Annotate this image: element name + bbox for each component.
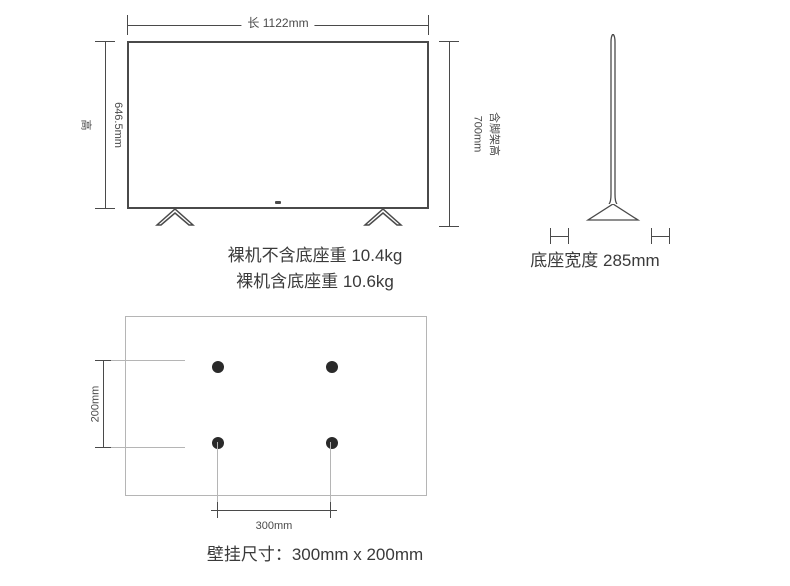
stand-width-dimension [550, 228, 670, 246]
side-profile [605, 34, 621, 204]
mount-panel [125, 316, 427, 496]
tv-logo-mark [275, 201, 281, 204]
overall-height-value: 700mm [471, 112, 483, 157]
mount-caption: 壁挂尺寸：300mm x 200mm [155, 540, 475, 565]
mount-v-dimension: 200mm [95, 360, 111, 448]
width-dimension: 长 1122mm [127, 15, 429, 35]
stand-width-caption: 底座宽度 285mm [495, 246, 695, 271]
mount-hole [326, 437, 338, 449]
weight-caption: 裸机不含底座重 10.4kg 裸机含底座重 10.6kg [155, 243, 475, 294]
mount-v-label: 200mm [89, 386, 101, 423]
height-dimension: 646.5mm 高 [95, 41, 115, 209]
side-stand [578, 204, 648, 224]
overall-height-prefix: 含脚架高 [487, 108, 503, 160]
mount-hole [212, 437, 224, 449]
overall-height-dimension: 700mm 含脚架高 [439, 41, 459, 227]
height-value: 646.5mm [112, 98, 124, 152]
weight-line-1: 裸机不含底座重 10.4kg [155, 243, 475, 269]
weight-line-2: 裸机含底座重 10.6kg [155, 269, 475, 295]
width-label: 长 1122mm [241, 14, 314, 31]
tv-leg-left [155, 209, 195, 227]
tv-screen [127, 41, 429, 209]
spec-diagram: 长 1122mm 646.5mm 高 700mm 含脚架高 裸机不含底座重 10… [0, 0, 790, 586]
mount-h-dimension: 300mm [211, 502, 337, 518]
tv-leg-right [363, 209, 403, 227]
mount-h-label: 300mm [256, 520, 293, 532]
mount-hole [326, 361, 338, 373]
height-prefix: 高 [79, 116, 95, 135]
mount-hole [212, 361, 224, 373]
tv-side-view [560, 34, 680, 254]
